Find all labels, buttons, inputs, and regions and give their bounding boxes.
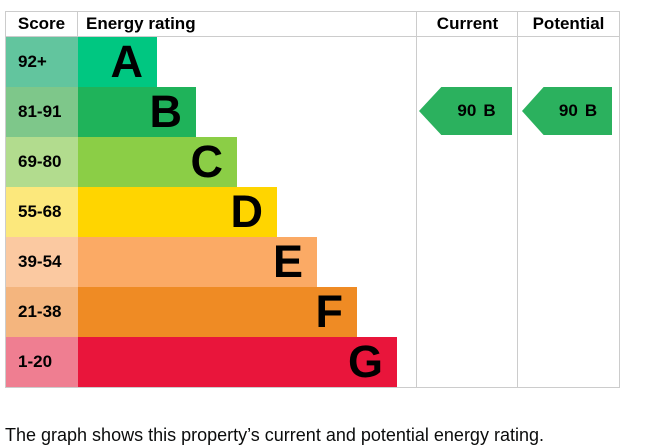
band-letter-d: D (230, 186, 264, 237)
current-column-header: Current (436, 14, 499, 33)
band-bar-c: C (78, 137, 237, 187)
potential-column-divider (517, 12, 518, 387)
current-rating-arrow-icon: 90 B (419, 87, 512, 135)
current-rating-score: 90 (457, 101, 477, 120)
potential-rating-score: 90 (558, 101, 578, 120)
band-bar-a: A (78, 37, 157, 87)
potential-rating-arrow-icon: 90 B (522, 87, 612, 135)
band-letter-e: E (272, 236, 303, 287)
band-letter-c: C (190, 136, 224, 187)
band-bar-b: B (78, 87, 196, 137)
band-letter-g: G (347, 336, 383, 387)
current-column-divider (416, 12, 417, 387)
band-letter-f: F (315, 286, 344, 337)
potential-column-header: Potential (532, 14, 605, 33)
band-letter-b: B (149, 86, 183, 137)
band-row-e: 39-54 E (6, 237, 397, 287)
score-range-d: 55-68 (6, 187, 78, 237)
band-row-g: 1-20 G (6, 337, 397, 387)
band-row-f: 21-38 F (6, 287, 397, 337)
band-letter-a: A (110, 36, 144, 87)
band-bar-e: E (78, 237, 317, 287)
band-row-d: 55-68 D (6, 187, 397, 237)
epc-rating-chart: Score Energy rating Current Potential 92… (5, 11, 620, 388)
band-row-a: 92+ A (6, 37, 397, 87)
score-range-f: 21-38 (6, 287, 78, 337)
score-range-c: 69-80 (6, 137, 78, 187)
current-rating-band: B (483, 101, 496, 120)
energy-rating-column-header: Energy rating (86, 14, 196, 33)
band-bar-d: D (78, 187, 277, 237)
potential-rating-band: B (584, 101, 598, 120)
score-range-a: 92+ (6, 37, 78, 87)
score-range-b: 81-91 (6, 87, 78, 137)
chart-caption: The graph shows this property’s current … (5, 425, 544, 445)
chart-header-row: Score Energy rating Current Potential (6, 12, 619, 37)
band-bar-f: F (78, 287, 357, 337)
band-row-b: 81-91 B (6, 87, 397, 137)
band-row-c: 69-80 C (6, 137, 397, 187)
score-column-header: Score (6, 12, 78, 36)
band-bar-g: G (78, 337, 397, 387)
score-range-g: 1-20 (6, 337, 78, 387)
score-range-e: 39-54 (6, 237, 78, 287)
band-rows: 92+ A 81-91 B 69-80 C 55-68 D 39-54 (6, 37, 397, 387)
